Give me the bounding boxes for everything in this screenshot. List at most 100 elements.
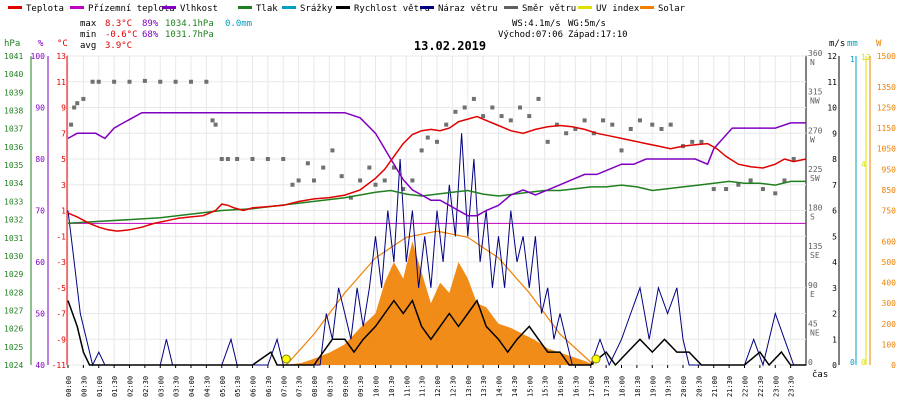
tick-label-direction: 270 [808,126,823,135]
x-tick-label: 01:30 [111,376,119,397]
wind-direction-point [373,182,378,187]
legend-swatch [162,6,176,9]
wind-direction-point [250,157,255,161]
tick-label-direction-name: NW [810,97,820,106]
tick-label-hpa: 1024 [4,361,23,370]
tick-label-direction: 180 [808,204,823,213]
x-tick-label: 13:00 [465,376,473,397]
wind-direction-point [453,109,458,114]
tick-label-solar: 1050 [877,145,896,154]
legend-swatch [420,6,434,9]
stats-max-temp: 8.3°C [105,19,132,29]
wind-direction-point [499,114,504,119]
tick-label-temp: 5 [61,155,66,164]
info-sunset: Západ:17:10 [568,30,628,40]
tick-label-hpa: 1025 [4,343,23,352]
x-tick-label: 00:30 [80,376,88,397]
info-sunrise: Východ:07:06 [498,30,563,40]
wind-direction-point [564,131,569,136]
tick-label-humidity: 70 [35,207,45,216]
tick-label-hpa: 1026 [4,325,23,334]
tick-label-wind: 3 [832,284,837,293]
x-axis-label: čas [812,369,828,380]
legend-swatch [282,6,296,9]
tick-label-solar: 100 [882,340,897,349]
wind-direction-point [724,187,729,192]
tick-label-direction: 45 [808,319,818,328]
tick-label-solar: 600 [882,237,897,246]
x-tick-label: 23:00 [772,376,780,397]
tick-label-direction: 315 [808,88,823,97]
wind-direction-point [573,126,578,131]
x-tick-label: 19:00 [649,376,657,397]
x-tick-label: 14:00 [496,376,504,397]
stats-max-rain: 0.0mm [225,19,252,29]
stats-min-hum: 68% [142,30,159,40]
x-tick-label: 02:00 [127,376,135,397]
stats-min-temp: -0.6°C [105,30,138,40]
wind-direction-point [348,195,353,200]
x-tick-label: 12:00 [434,376,442,397]
wind-direction-point [219,157,224,161]
tick-label-hpa: 1031 [4,234,23,243]
wind-direction-point [112,79,117,84]
x-tick-label: 07:00 [280,376,288,397]
unit-hpa: hPa [4,39,20,49]
stats-min-press: 1031.7hPa [165,30,214,40]
x-tick-label: 10:30 [388,376,396,397]
wind-direction-point [75,101,80,106]
tick-label-humidity: 90 [35,104,45,113]
tick-label-wind: 5 [832,232,837,241]
tick-label-direction: 90 [808,281,818,290]
x-tick-label: 06:30 [265,376,273,397]
series [67,78,807,367]
wind-direction-point [296,178,301,183]
x-tick-label: 09:00 [342,376,350,397]
unit-w: W [876,39,882,49]
tick-label-hpa: 1030 [4,252,23,261]
tick-label-temp: 7 [61,129,66,138]
wind-direction-point [158,79,163,84]
tick-label-direction-name: NE [810,328,820,337]
info-block: WS:4.1m/s WG:5m/s Východ:07:06 Západ:17:… [498,19,628,40]
legend-swatch [8,6,22,9]
x-tick-label: 12:30 [449,376,457,397]
tick-label-uv: 4 [861,160,866,169]
wind-direction-point [142,78,147,83]
wind-direction-point [213,122,218,127]
wind-direction-point [173,79,178,84]
x-tick-label: 17:30 [603,376,611,397]
tick-label-temp: 1 [61,207,66,216]
tick-label-wind: 0 [832,361,837,370]
tick-label-direction: 225 [808,165,823,174]
tick-label-wind: 11 [827,78,837,87]
x-tick-label: 08:30 [326,376,334,397]
wind-direction-point [96,79,101,84]
solar-clear-line [285,230,595,366]
x-tick-label: 20:30 [695,376,703,397]
tick-label-temp: -7 [56,310,66,319]
wind-direction-point [444,122,449,127]
tick-label-solar: 0 [891,361,896,370]
stats-min-label: min [80,30,96,40]
wind-direction-point [471,96,476,101]
x-tick-label: 10:00 [373,376,381,397]
tick-label-hpa: 1038 [4,107,23,116]
wind-direction-point [582,118,587,123]
wind-direction-point [610,122,615,127]
x-tick-label: 15:30 [542,376,550,397]
tick-label-hpa: 1036 [4,143,23,152]
x-tick-label: 08:00 [311,376,319,397]
tick-label-uv: 12 [861,53,871,62]
wind-direction-point [435,139,439,144]
tick-label-solar: 500 [882,258,897,267]
x-tick-label: 18:00 [619,376,627,397]
stats-max-press: 1034.1hPa [165,19,214,29]
x-tick-label: 22:30 [757,376,765,397]
tick-label-solar: 850 [882,186,897,195]
tick-label-solar: 1250 [877,104,896,113]
x-tick-label: 11:00 [403,376,411,397]
stats-avg-temp: 3.9°C [105,41,132,51]
legend-label: Tlak [256,4,278,14]
